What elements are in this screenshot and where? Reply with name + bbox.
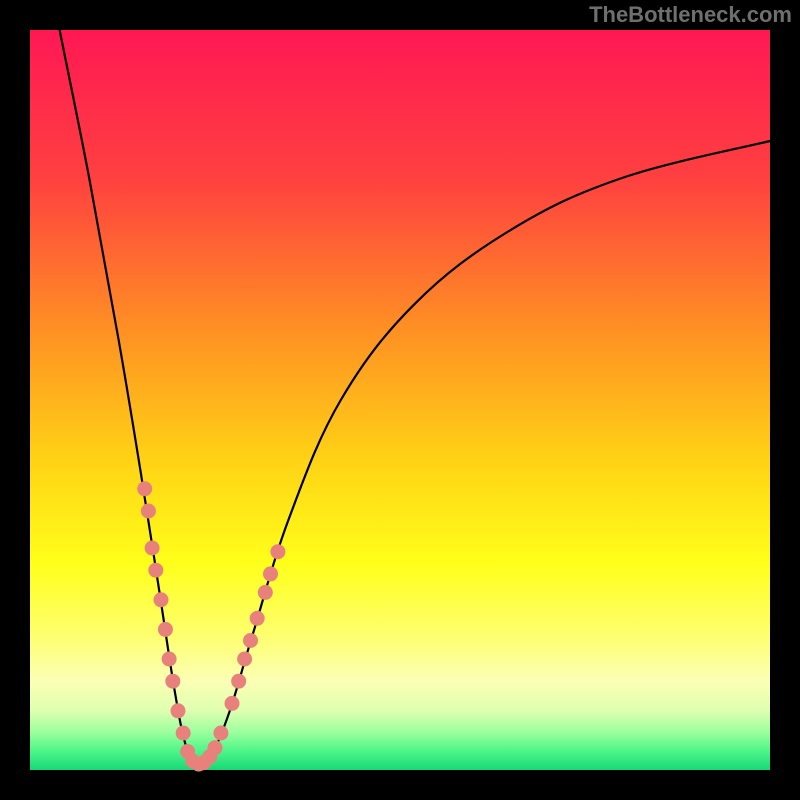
data-point <box>243 633 258 648</box>
data-point <box>145 541 160 556</box>
data-point <box>213 726 228 741</box>
data-point <box>237 652 252 667</box>
data-point <box>171 703 186 718</box>
data-point <box>153 592 168 607</box>
chart-svg <box>0 0 800 800</box>
data-point <box>158 622 173 637</box>
plot-background <box>30 30 770 770</box>
data-point <box>258 585 273 600</box>
data-point <box>165 674 180 689</box>
chart-container: TheBottleneck.com <box>0 0 800 800</box>
data-point <box>176 726 191 741</box>
data-point <box>162 652 177 667</box>
data-point <box>137 481 152 496</box>
data-point <box>263 566 278 581</box>
data-point <box>250 611 265 626</box>
data-point <box>208 740 223 755</box>
data-point <box>231 674 246 689</box>
data-point <box>141 504 156 519</box>
data-point <box>148 563 163 578</box>
data-point <box>270 544 285 559</box>
data-point <box>225 696 240 711</box>
